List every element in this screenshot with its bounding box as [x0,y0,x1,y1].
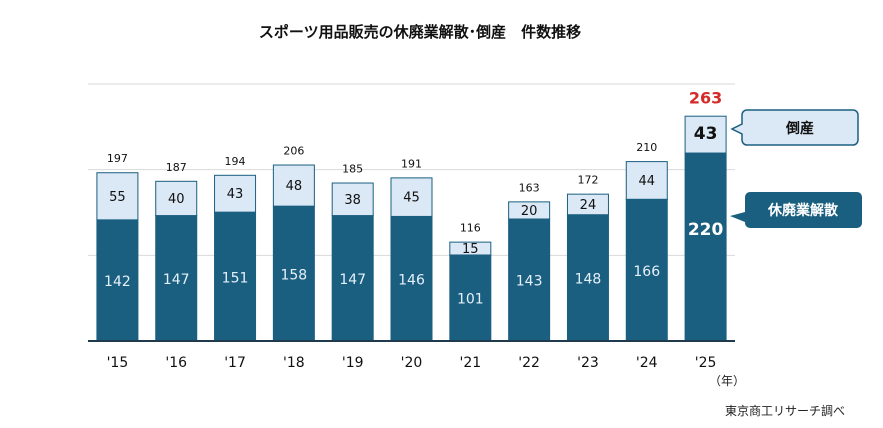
x-tick-label: '20 [401,355,423,371]
x-tick-label: '15 [107,355,129,371]
bar-bankruptcy [625,161,668,200]
bar-closure [508,218,551,341]
total-label: 263 [689,89,722,108]
value-label-closure: 101 [457,292,484,308]
source-note: 東京商工リサーチ調べ [725,403,845,418]
total-label: 191 [401,157,422,170]
value-label-bankruptcy: 43 [227,187,244,202]
x-axis-unit: （年） [709,374,745,388]
total-label: 197 [107,152,128,165]
value-label-closure: 158 [280,267,307,283]
x-tick-label: '19 [342,355,364,371]
value-label-bankruptcy: 55 [109,190,126,205]
bar-closure [96,219,139,341]
value-label-bankruptcy: 20 [521,204,538,219]
value-label-bankruptcy: 45 [403,191,420,206]
bar-bankruptcy [214,174,257,213]
bar-closure [272,205,315,341]
bar-bankruptcy [508,201,551,220]
total-label: 185 [342,163,363,176]
legend-label-closure: 休廃業解散 [767,202,839,219]
bar-closure [566,214,609,341]
chart-title: スポーツ用品販売の休廃業解散･倒産 件数推移 [259,23,581,41]
legend-callout-closure: 休廃業解散 [730,192,862,228]
value-label-closure: 147 [339,272,366,288]
bar-closure [625,198,668,341]
value-label-closure: 146 [398,272,425,288]
legend-label-bankruptcy: 倒産 [785,120,814,137]
x-tick-label: '17 [224,355,246,371]
total-label: 172 [577,174,598,187]
value-label-bankruptcy: 40 [168,192,185,207]
x-tick-label: '22 [518,355,540,371]
total-label: 194 [225,155,246,168]
bar-closure [155,215,198,341]
bar-bankruptcy [331,182,374,217]
bar-bankruptcy [390,177,433,217]
legend-callout-bankruptcy: 倒産 [730,109,859,146]
value-label-bankruptcy: 43 [694,124,718,144]
value-label-closure: 148 [575,272,602,288]
total-label: 116 [460,222,481,235]
value-label-bankruptcy: 44 [638,174,655,189]
total-label: 210 [636,141,657,154]
total-label: 163 [519,181,540,194]
value-label-closure: 143 [516,274,543,290]
value-label-bankruptcy: 15 [462,242,479,257]
bar-closure [684,152,727,341]
bar-closure [331,215,374,341]
bar-closure [449,254,492,341]
bar-bankruptcy [449,241,492,256]
bar-bankruptcy [566,193,609,216]
value-label-bankruptcy: 48 [286,179,303,194]
x-tick-label: '25 [695,355,717,371]
x-tick-label: '23 [577,355,599,371]
value-label-closure: 151 [222,270,249,286]
value-label-closure: 147 [163,272,190,288]
total-label: 187 [166,161,187,174]
bar-closure [390,215,433,341]
bar-closure [214,211,257,341]
x-tick-label: '24 [636,355,658,371]
x-tick-label: '18 [283,355,305,371]
value-label-closure: 220 [688,220,724,240]
value-label-closure: 166 [633,264,660,280]
bar-bankruptcy [96,172,139,221]
x-tick-label: '21 [459,355,481,371]
x-tick-label: '16 [165,355,187,371]
bar-bankruptcy [684,115,727,154]
bar-bankruptcy [272,164,315,207]
value-label-bankruptcy: 24 [580,198,597,213]
total-label: 206 [283,145,304,158]
bar-bankruptcy [155,180,198,217]
value-label-closure: 142 [104,274,131,290]
value-label-bankruptcy: 38 [344,193,361,208]
